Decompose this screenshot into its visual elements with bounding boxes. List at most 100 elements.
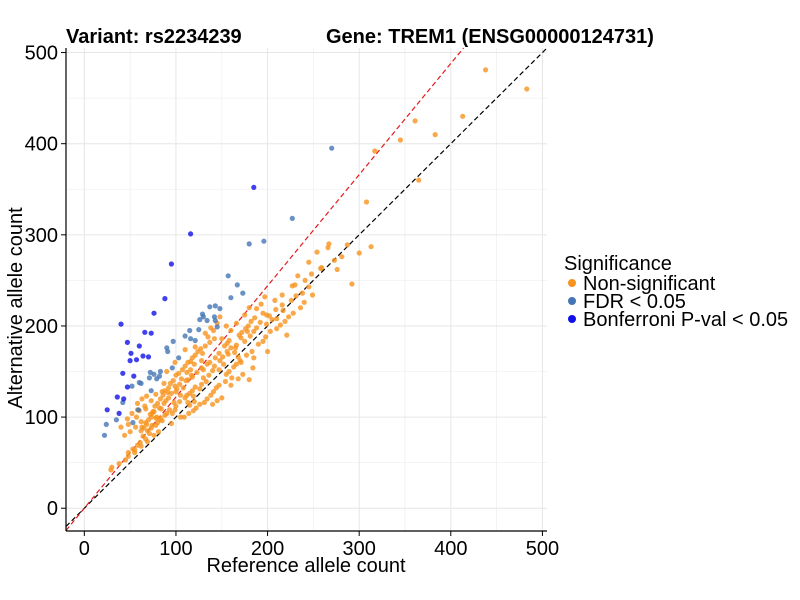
point-bonferroni-p-val-0-05 xyxy=(118,321,124,327)
x-tick-label: 0 xyxy=(79,538,90,560)
point-non-significant xyxy=(331,257,337,263)
point-non-significant xyxy=(172,407,178,413)
y-tick-label: 200 xyxy=(25,316,58,338)
point-non-significant xyxy=(483,67,489,73)
point-non-significant xyxy=(237,358,243,364)
point-non-significant xyxy=(182,395,188,401)
point-non-significant xyxy=(148,398,154,404)
point-non-significant xyxy=(168,390,174,396)
point-non-significant xyxy=(194,369,200,375)
grid-lines xyxy=(66,48,547,531)
point-non-significant xyxy=(153,391,159,397)
point-non-significant xyxy=(153,422,159,428)
point-non-significant xyxy=(243,326,249,332)
point-non-significant xyxy=(247,333,253,339)
point-non-significant xyxy=(173,389,179,395)
point-non-significant xyxy=(349,281,355,287)
point-fdr-0-05 xyxy=(246,241,252,247)
point-non-significant xyxy=(181,414,187,420)
point-non-significant xyxy=(297,305,304,311)
point-non-significant xyxy=(151,432,157,438)
point-non-significant xyxy=(177,392,184,398)
point-non-significant xyxy=(228,345,234,351)
point-non-significant xyxy=(314,249,320,255)
point-non-significant xyxy=(309,292,316,298)
point-fdr-0-05 xyxy=(204,317,210,324)
point-fdr-0-05 xyxy=(196,327,202,333)
point-non-significant xyxy=(124,416,130,422)
point-non-significant xyxy=(185,377,191,383)
point-non-significant xyxy=(179,367,185,373)
point-non-significant xyxy=(153,415,159,421)
point-fdr-0-05 xyxy=(146,375,152,381)
point-non-significant xyxy=(293,293,299,299)
point-fdr-0-05 xyxy=(130,420,136,426)
point-non-significant xyxy=(412,118,418,124)
point-bonferroni-p-val-0-05 xyxy=(120,370,126,376)
point-bonferroni-p-val-0-05 xyxy=(140,353,146,359)
point-bonferroni-p-val-0-05 xyxy=(116,410,122,416)
point-bonferroni-p-val-0-05 xyxy=(124,384,130,390)
point-non-significant xyxy=(233,320,239,326)
point-fdr-0-05 xyxy=(197,317,203,323)
point-non-significant xyxy=(167,380,173,386)
point-bonferroni-p-val-0-05 xyxy=(124,339,130,345)
point-non-significant xyxy=(223,323,229,329)
point-non-significant xyxy=(325,245,331,251)
point-non-significant xyxy=(274,316,280,322)
point-non-significant xyxy=(228,382,234,388)
point-non-significant xyxy=(228,327,234,334)
legend-key-non-significant xyxy=(568,279,576,287)
point-non-significant xyxy=(255,341,261,347)
point-bonferroni-p-val-0-05 xyxy=(188,231,194,237)
legend-title: Significance xyxy=(564,253,672,275)
point-non-significant xyxy=(116,461,122,467)
legend: Significance Non-significant FDR < 0.05 … xyxy=(564,253,788,331)
point-non-significant xyxy=(182,363,188,369)
point-non-significant xyxy=(416,177,422,183)
point-non-significant xyxy=(212,355,218,361)
y-tick-label: 400 xyxy=(25,134,58,156)
point-non-significant xyxy=(216,350,222,356)
point-non-significant xyxy=(282,318,288,324)
point-non-significant xyxy=(220,354,226,360)
point-fdr-0-05 xyxy=(289,215,295,221)
point-non-significant xyxy=(232,345,239,351)
point-fdr-0-05 xyxy=(170,338,176,344)
point-non-significant xyxy=(161,380,167,386)
point-non-significant xyxy=(143,406,149,412)
point-fdr-0-05 xyxy=(103,421,109,427)
point-non-significant xyxy=(243,352,250,358)
point-fdr-0-05 xyxy=(101,432,108,438)
point-non-significant xyxy=(202,330,208,336)
point-fdr-0-05 xyxy=(225,273,231,279)
point-non-significant xyxy=(182,347,188,353)
point-non-significant xyxy=(251,355,257,361)
point-bonferroni-p-val-0-05 xyxy=(162,296,168,302)
data-points xyxy=(101,67,530,473)
point-fdr-0-05 xyxy=(200,314,206,320)
point-bonferroni-p-val-0-05 xyxy=(148,330,154,336)
point-non-significant xyxy=(149,422,155,428)
point-fdr-0-05 xyxy=(207,304,213,310)
point-non-significant xyxy=(201,399,207,406)
point-non-significant xyxy=(266,313,272,319)
y-tick-label: 500 xyxy=(25,43,58,65)
legend-key-bonferroni xyxy=(568,315,576,323)
point-non-significant xyxy=(257,319,263,325)
point-non-significant xyxy=(191,361,197,367)
point-non-significant xyxy=(260,338,266,344)
point-non-significant xyxy=(125,453,131,459)
point-non-significant xyxy=(200,375,206,381)
point-non-significant xyxy=(123,457,129,463)
point-non-significant xyxy=(301,299,307,305)
point-non-significant xyxy=(146,430,152,437)
point-bonferroni-p-val-0-05 xyxy=(145,354,152,360)
point-non-significant xyxy=(122,432,128,438)
point-bonferroni-p-val-0-05 xyxy=(121,396,127,402)
point-non-significant xyxy=(149,410,155,416)
point-fdr-0-05 xyxy=(135,407,141,413)
point-non-significant xyxy=(318,265,324,272)
point-fdr-0-05 xyxy=(187,327,193,334)
